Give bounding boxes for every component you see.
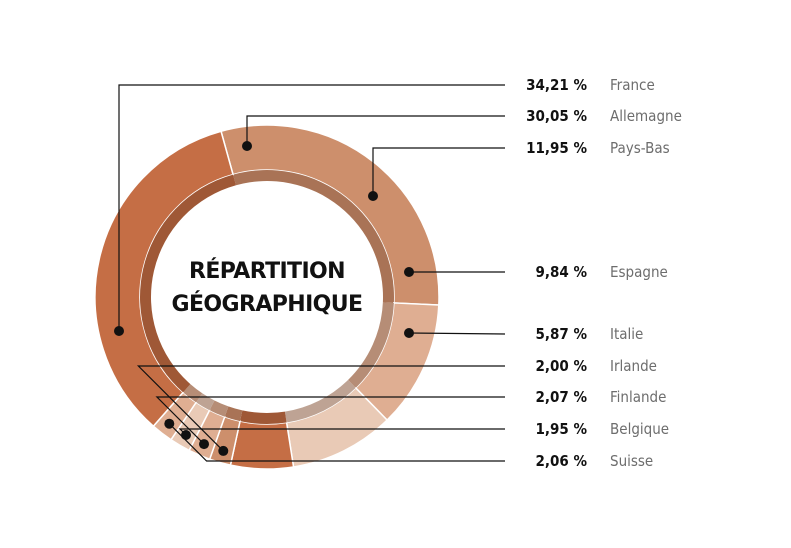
chart-title-line-2: GÉOGRAPHIQUE [172,291,363,317]
slice-inner-france [139,174,237,393]
category-label-irlande: Irlande [610,357,657,375]
leader-line-allemagne [246,115,505,146]
donut-slices [94,124,440,470]
category-label-belgique: Belgique [610,420,669,438]
leader-line-suisse [168,423,505,462]
value-label-belgique: 1,95 % [535,420,587,438]
category-label-paysbas: Pays-Bas [610,139,670,157]
category-label-finlande: Finlande [610,388,666,406]
chart-title-line-1: RÉPARTITION [189,258,345,284]
leader-line-italie [408,332,506,335]
leader-line-paysbas [372,147,505,196]
leader-lines [114,84,506,462]
value-label-irlande: 2,00 % [535,357,587,375]
leader-line-finlande [155,396,505,445]
value-label-suisse: 2,06 % [535,452,587,470]
value-label-france: 34,21 % [526,76,587,94]
category-label-italie: Italie [610,325,643,343]
category-label-allemagne: Allemagne [610,107,682,125]
slice-inner-espagne [284,380,356,423]
slice-inner-finlande [209,400,229,417]
slice-inner-suisse [183,384,203,403]
leader-dot-finlande [199,439,210,450]
slice-inner-paysbas [348,302,394,388]
value-label-espagne: 9,84 % [535,263,587,281]
leader-line-france [118,84,505,331]
leader-dot-suisse [164,418,175,429]
slice-labels: 34,21 % France 30,05 % Allemagne 11,95 % Pays… [526,76,682,470]
slice-inner-irlande [224,406,243,422]
value-label-finlande: 2,07 % [535,388,587,406]
leader-dot-espagne [404,267,414,277]
slice-italie [229,420,295,470]
value-label-paysbas: 11,95 % [526,139,587,157]
leader-dot-irlande [218,445,229,456]
leader-dot-paysbas [368,191,378,201]
value-label-italie: 5,87 % [535,325,587,343]
category-label-france: France [610,76,655,94]
leader-line-irlande [136,365,505,452]
category-label-espagne: Espagne [610,263,668,281]
leader-dot-allemagne [242,141,252,151]
leader-dot-belgique [180,429,191,440]
slice-inner-italie [240,410,287,424]
leader-dot-france [114,326,124,336]
leader-dot-italie [404,328,414,338]
category-label-suisse: Suisse [610,452,653,470]
value-label-allemagne: 30,05 % [526,107,587,125]
